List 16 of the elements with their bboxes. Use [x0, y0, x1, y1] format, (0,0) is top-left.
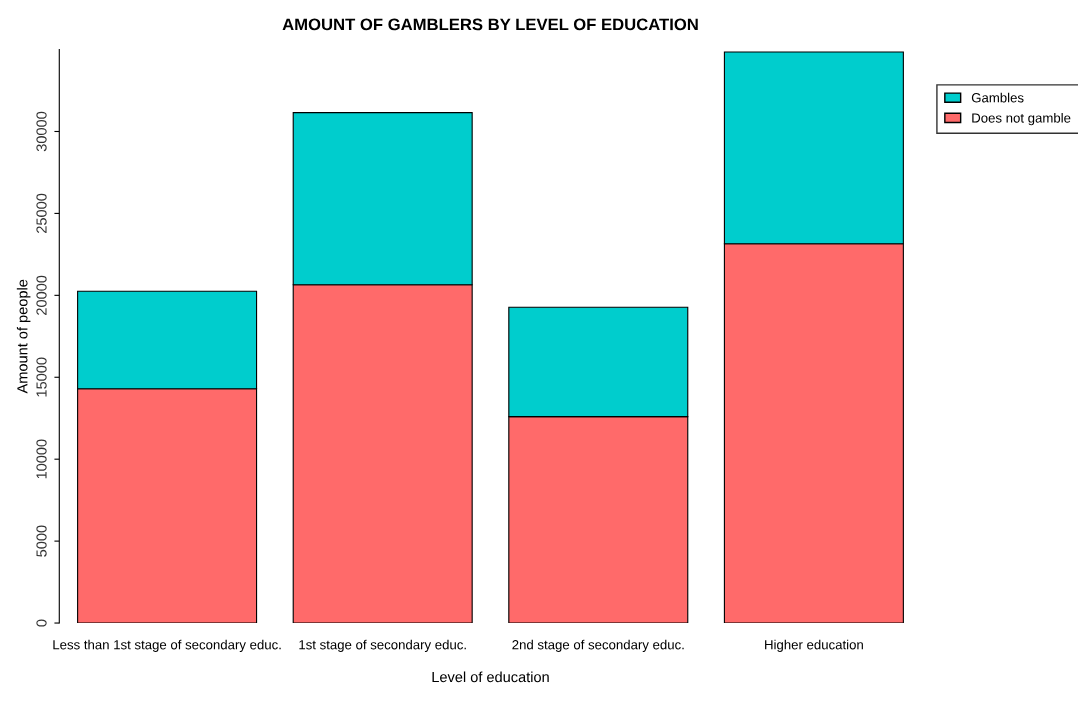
- legend-label: Gambles: [971, 92, 1024, 103]
- chart-title: AMOUNT OF GAMBLERS BY LEVEL OF EDUCATION: [282, 18, 698, 31]
- y-tick-label: 30000: [36, 111, 47, 152]
- y-tick-label: 20000: [36, 275, 47, 315]
- x-axis-title: Level of education: [432, 671, 549, 683]
- y-tick-label: 25000: [36, 193, 47, 233]
- y-axis-title: Amount of people: [16, 279, 31, 394]
- legend-label: Does not gamble: [972, 112, 1071, 126]
- x-tick-label: Higher education: [765, 639, 863, 653]
- y-tick-label: 0: [36, 619, 47, 627]
- y-tick-label: 15000: [36, 357, 47, 397]
- x-tick-label: 1st stage of secondary educ.: [299, 639, 466, 653]
- y-tick-label: 5000: [36, 525, 47, 557]
- x-tick-label: 2nd stage of secondary educ.: [512, 639, 684, 653]
- x-tick-label: Less than 1st stage of secondary educ.: [53, 639, 281, 653]
- y-tick-label: 10000: [36, 439, 47, 479]
